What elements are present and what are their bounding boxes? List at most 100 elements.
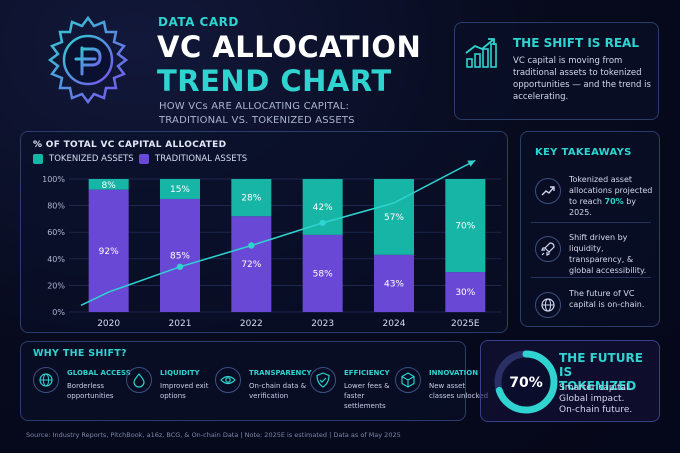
y-tick-label: 80% — [47, 202, 65, 211]
eye-icon — [215, 367, 241, 393]
growth-chart-icon — [465, 38, 497, 68]
page-title-line1: VC ALLOCATION — [157, 30, 422, 64]
ring-progress — [494, 350, 558, 414]
bar-traditional — [231, 216, 272, 312]
future-panel: 70% THE FUTURE IS TOKENIZED Smarter capi… — [480, 340, 660, 422]
data-label-traditional: 72% — [241, 260, 261, 270]
y-tick-label: 60% — [47, 228, 65, 237]
bar-tokenized — [160, 179, 200, 199]
why-label: INNOVATION — [429, 369, 479, 377]
page-title-line2: TREND CHART — [157, 64, 392, 98]
data-label-tokenized: 42% — [313, 203, 333, 213]
legend-item-tokenized: TOKENIZED ASSETS — [33, 154, 134, 164]
future-title-line1: THE FUTURE IS — [559, 351, 643, 379]
percent-ring: 70% — [494, 350, 558, 414]
globe-icon — [535, 292, 561, 318]
takeaway-text: The future of VC capital is on-chain. — [569, 289, 645, 309]
page-subtitle: HOW VCs ARE ALLOCATING CAPITAL: TRADITIO… — [159, 100, 355, 128]
data-label-tokenized: 57% — [384, 213, 404, 223]
takeaway-divider — [531, 222, 651, 223]
takeaway-text: Shift driven by liquidity, transparency,… — [569, 233, 647, 275]
why-label: LIQUIDITY — [160, 369, 200, 377]
trend-arrowhead — [467, 160, 476, 167]
trend-line — [80, 159, 476, 307]
x-tick-label: 2022 — [240, 319, 263, 329]
legend-item-traditional: TRADITIONAL ASSETS — [139, 154, 247, 164]
drop-icon — [126, 367, 152, 393]
data-label-tokenized: 28% — [241, 194, 261, 204]
takeaway-text-post: by 2025. — [569, 197, 637, 217]
why-desc: New asset classes unlocked — [429, 382, 489, 400]
data-label-tokenized: 8% — [102, 181, 117, 191]
why-desc: On-chain data & verification — [249, 382, 307, 400]
ring-center — [504, 360, 548, 404]
legend-label-traditional: TRADITIONAL ASSETS — [155, 154, 248, 164]
ring-percent-label: 70% — [509, 375, 543, 391]
cube-icon — [395, 367, 421, 393]
y-tick-label: 0% — [52, 308, 65, 317]
x-tick-label: 2025E — [451, 319, 480, 329]
data-label-traditional: 30% — [455, 288, 475, 298]
bar-tokenized — [374, 179, 414, 255]
y-tick-label: 100% — [42, 175, 65, 184]
why-desc: Improved exit options — [160, 382, 209, 400]
data-label-traditional: 43% — [384, 279, 404, 289]
takeaway-divider — [531, 277, 651, 278]
future-text: Smarter capital. Global impact. On-chain… — [559, 383, 632, 416]
chart-title: % OF TOTAL VC CAPITAL ALLOCATED — [33, 140, 227, 150]
x-tick-label: 2024 — [383, 319, 406, 329]
bar-traditional — [302, 234, 343, 312]
bar-tokenized — [445, 179, 486, 273]
legend-swatch-tokenized — [33, 154, 43, 164]
takeaway-item: Tokenized asset allocations projected to… — [521, 170, 661, 220]
future-line2: Global impact. — [559, 394, 625, 404]
subtitle-line1: HOW VCs ARE ALLOCATING CAPITAL: — [159, 101, 350, 112]
bar-traditional — [445, 272, 486, 312]
y-tick-label: 40% — [47, 255, 65, 264]
future-title-line2: TOKENIZED — [559, 379, 637, 393]
future-line3: On-chain future. — [559, 405, 633, 415]
future-line1: Smarter capital. — [559, 383, 632, 393]
rocket-icon — [535, 236, 561, 262]
shift-title: THE SHIFT IS REAL — [513, 36, 639, 50]
why-shift-panel: WHY THE SHIFT? GLOBAL ACCESS Borderless … — [20, 341, 488, 421]
data-label-tokenized: 70% — [455, 222, 475, 232]
takeaways-panel: KEY TAKEAWAYS Tokenized asset allocation… — [520, 131, 660, 327]
eyebrow-label: DATA CARD — [158, 15, 239, 29]
data-label-traditional: 92% — [99, 247, 119, 257]
trend-point — [248, 242, 255, 249]
why-label: EFFICIENCY — [344, 369, 390, 377]
why-heading: WHY THE SHIFT? — [33, 348, 127, 359]
x-tick-label: 2021 — [169, 319, 192, 329]
why-label: TRANSPARENCY — [249, 369, 312, 377]
data-label-traditional: 58% — [313, 269, 333, 279]
subtitle-line2: TRADITIONAL VS. TOKENIZED ASSETS — [159, 115, 355, 126]
trend-up-icon — [535, 178, 561, 204]
why-desc: Borderless opportunities — [67, 382, 114, 400]
why-desc: Lower fees & faster settlements — [344, 382, 390, 410]
legend-swatch-traditional — [139, 154, 149, 164]
bar-tokenized — [88, 179, 129, 190]
takeaway-text-pre: Tokenized asset allocations projected to… — [569, 175, 653, 206]
bar-traditional — [374, 254, 414, 312]
stacked-bar-chart: 0% 20% 40% 60% 80% 100% 8% 92% 2020 15% 85% 2021 28%… — [42, 159, 501, 329]
y-tick-label: 20% — [47, 281, 65, 290]
why-label: GLOBAL ACCESS — [67, 369, 131, 377]
trend-point — [176, 263, 184, 270]
x-tick-label: 2023 — [311, 319, 334, 329]
shift-panel: THE SHIFT IS REAL VC capital is moving f… — [454, 22, 659, 120]
takeaway-item: Shift driven by liquidity, transparency,… — [521, 228, 661, 278]
bar-traditional — [160, 198, 200, 312]
bar-tokenized — [231, 179, 272, 217]
data-label-tokenized: 15% — [170, 185, 190, 195]
shift-text: VC capital is moving from traditional as… — [513, 56, 651, 102]
trend-point — [319, 219, 326, 227]
takeaways-heading: KEY TAKEAWAYS — [535, 147, 632, 158]
x-tick-label: 2020 — [97, 319, 120, 329]
takeaway-highlight: 70% — [604, 197, 624, 206]
footer-note: Source: Industry Reports, PitchBook, a16… — [26, 431, 401, 439]
future-title: THE FUTURE IS TOKENIZED — [559, 351, 659, 393]
takeaway-text: Tokenized asset allocations projected to… — [569, 174, 657, 218]
data-label-traditional: 85% — [170, 251, 190, 261]
legend-label-tokenized: TOKENIZED ASSETS — [49, 154, 134, 164]
